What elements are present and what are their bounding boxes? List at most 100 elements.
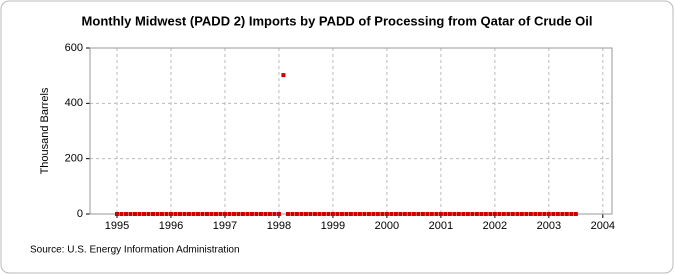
data-point (204, 212, 209, 216)
data-point (177, 212, 182, 216)
data-point (164, 212, 169, 216)
data-point (335, 212, 340, 216)
data-point (281, 73, 286, 78)
data-point (159, 212, 164, 216)
data-point (249, 212, 254, 216)
data-point (276, 212, 281, 216)
data-point (267, 212, 272, 216)
y-tick-label: 200 (65, 153, 83, 165)
data-point (155, 212, 160, 216)
data-point (348, 212, 353, 216)
data-point (141, 212, 146, 216)
data-point (573, 212, 578, 216)
data-point (461, 212, 466, 216)
data-point (474, 212, 479, 216)
data-point (438, 212, 443, 216)
data-point (132, 212, 137, 216)
data-point (357, 212, 362, 216)
data-point (537, 212, 542, 216)
data-point (429, 212, 434, 216)
y-tick-label: 400 (65, 97, 83, 109)
x-tick-label: 1996 (159, 220, 183, 232)
source-note: Source: U.S. Energy Information Administ… (30, 245, 240, 256)
data-point (524, 212, 529, 216)
x-tick-label: 2003 (537, 220, 561, 232)
plot-area (90, 48, 612, 214)
data-point (443, 212, 448, 216)
data-point (470, 212, 475, 216)
data-point (555, 212, 560, 216)
data-point (542, 212, 547, 216)
data-point (146, 212, 151, 216)
data-point (402, 212, 407, 216)
data-point (231, 212, 236, 216)
data-point (483, 212, 488, 216)
data-point (497, 212, 502, 216)
data-point (519, 212, 524, 216)
data-point (479, 212, 484, 216)
data-point (128, 212, 133, 216)
y-tick-label: 600 (65, 42, 83, 54)
data-point (389, 212, 394, 216)
data-point (344, 212, 349, 216)
chart-title: Monthly Midwest (PADD 2) Imports by PADD… (82, 13, 593, 28)
data-point (366, 212, 371, 216)
data-point (528, 212, 533, 216)
data-point (124, 212, 129, 216)
data-point (312, 212, 317, 216)
data-point (398, 212, 403, 216)
data-point (168, 212, 173, 216)
data-point (294, 212, 299, 216)
data-point (506, 212, 511, 216)
data-point (434, 212, 439, 216)
x-tick-label: 1998 (267, 220, 291, 232)
data-point (380, 212, 385, 216)
data-point (560, 212, 565, 216)
data-point (411, 212, 416, 216)
data-point (375, 212, 380, 216)
data-point (416, 212, 421, 216)
data-point (384, 212, 389, 216)
data-point (254, 212, 259, 216)
data-point (569, 212, 574, 216)
data-point (510, 212, 515, 216)
data-point (236, 212, 241, 216)
data-point (488, 212, 493, 216)
data-point (551, 212, 556, 216)
data-point (308, 212, 313, 216)
data-point (353, 212, 358, 216)
data-point (173, 212, 178, 216)
data-point (227, 212, 232, 216)
data-point (420, 212, 425, 216)
x-tick-label: 2004 (591, 220, 615, 232)
data-point (393, 212, 398, 216)
data-point (186, 212, 191, 216)
data-point (213, 212, 218, 216)
data-point (317, 212, 322, 216)
data-point (290, 212, 295, 216)
data-point (114, 212, 119, 216)
data-point (258, 212, 263, 216)
x-tick-label: 1999 (321, 220, 345, 232)
data-point (452, 212, 457, 216)
x-tick-label: 2001 (429, 220, 453, 232)
x-tick-label: 2000 (375, 220, 399, 232)
x-tick-label: 2002 (483, 220, 507, 232)
data-point (285, 212, 290, 216)
data-point (425, 212, 430, 216)
data-point (564, 212, 569, 216)
data-point (501, 212, 506, 216)
data-point (150, 212, 155, 216)
data-point (407, 212, 412, 216)
x-tick-label: 1995 (105, 220, 129, 232)
data-point (515, 212, 520, 216)
data-point (362, 212, 367, 216)
data-point (321, 212, 326, 216)
data-point (191, 212, 196, 216)
data-point (492, 212, 497, 216)
data-point (195, 212, 200, 216)
data-point (218, 212, 223, 216)
data-point (137, 212, 142, 216)
